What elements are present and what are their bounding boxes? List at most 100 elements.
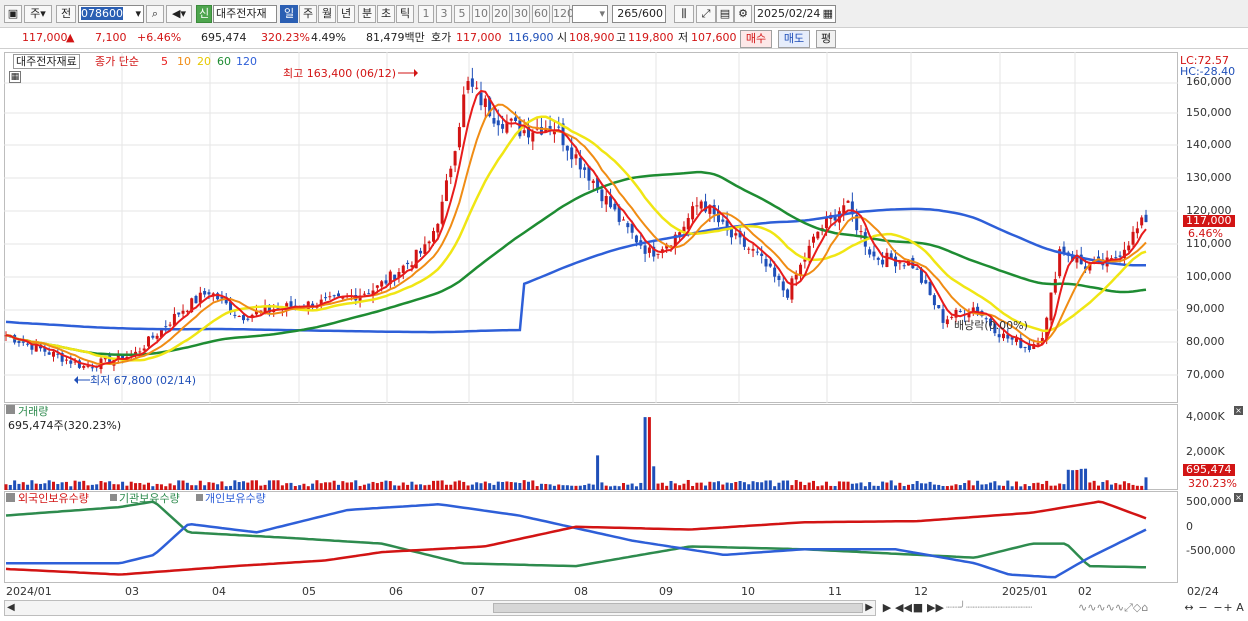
candle-body [69,360,73,364]
interval-1[interactable]: 1 [418,5,434,23]
period-minute[interactable]: 분 [358,5,376,23]
volume-bar [587,483,591,490]
candle-body [263,306,267,313]
period-day[interactable]: 일 [280,5,298,23]
window-menu-icon[interactable]: ▣ [4,5,22,23]
interval-custom-select[interactable]: ▾ [572,5,608,23]
gear-icon[interactable]: ⚙ [734,5,752,23]
low-label: 저 [678,31,689,44]
grid-table-icon[interactable]: ▦ [9,71,21,83]
x-tick-08: 08 [574,585,588,598]
stock-name-tag[interactable]: 대주전자재료 [13,54,80,69]
interval-3[interactable]: 3 [436,5,452,23]
date-field[interactable]: 2025/02/24 ▦ [754,5,836,23]
x-tick-12: 12 [914,585,928,598]
period-second[interactable]: 초 [377,5,395,23]
search-icon[interactable]: ⌕ [146,5,164,23]
full-button[interactable]: 전 [56,5,76,23]
calendar-icon[interactable]: ▦ [822,7,833,20]
forward-icon[interactable]: ▶▶ [927,601,944,614]
volume-bar [108,481,112,490]
candle-body [660,249,664,253]
volume-bar [721,484,725,490]
volume-bar [354,480,358,490]
volume-bar [958,485,962,490]
bar-count-field[interactable]: 265/600 [612,5,666,23]
save-icon[interactable]: ▤ [716,5,734,23]
zoom-slider[interactable]: ┈┈╯┈┈┈┈┈┈┈┈┈┈ [946,601,1033,614]
candle-body [928,281,932,295]
zoom-in-icon[interactable]: + [1223,601,1233,614]
volume-bar [1040,484,1044,490]
buy-button[interactable]: 매수 [740,30,772,48]
stop-icon[interactable]: ■ [912,601,924,614]
speaker-icon[interactable]: ◀▾ [166,5,192,23]
horizontal-scrollbar[interactable]: ◀ ▶ [4,600,876,616]
volume-bar [371,481,375,490]
candle-body [600,189,604,202]
scroll-left-icon[interactable]: ◀ [7,602,15,613]
volume-bar [712,482,716,490]
market-select[interactable]: 주▾ [24,5,52,23]
chart-type-icon[interactable]: ⫼ [674,5,694,23]
period-month[interactable]: 월 [318,5,336,23]
volume-bar [17,483,21,490]
evaluate-button[interactable]: 평 [816,30,836,48]
candle-body [578,157,582,170]
volume-bar [345,482,349,490]
candle-body [77,360,81,368]
candle-body [488,97,492,117]
minus-icon[interactable]: − [1213,601,1223,614]
crosshair-icon[interactable]: ↔ [1184,601,1194,614]
candle-body [1019,338,1023,348]
volume-bar [622,483,625,490]
volume-bar [362,484,366,490]
candle-body [423,244,427,254]
rewind-icon[interactable]: ◀◀ [895,601,912,614]
interval-30[interactable]: 30 [512,5,530,23]
interval-5[interactable]: 5 [454,5,470,23]
candle-body [570,147,574,160]
zoom-out-icon[interactable]: − [1198,601,1208,614]
period-year[interactable]: 년 [337,5,355,23]
stock-name-field[interactable]: 대주전자재 [213,5,277,23]
volume-bar [358,485,362,490]
interval-120[interactable]: 120 [552,5,574,23]
candle-body [786,289,790,298]
candle-body [596,177,600,189]
volume-bar [950,485,954,490]
interval-20[interactable]: 20 [492,5,510,23]
period-tick[interactable]: 틱 [396,5,414,23]
candle-body [1127,245,1131,251]
candle-body [902,265,906,267]
volume-bar [617,486,621,490]
ma120-label: 120 [236,55,257,68]
candle-body [552,130,556,135]
play-icon[interactable]: ▶ [882,601,892,614]
holdings-close-icon[interactable]: × [1234,493,1243,502]
stock-code-input[interactable]: 078600 ▾ [78,5,144,23]
institution-holdings-line [5,500,1147,569]
font-size-icon[interactable]: A [1236,601,1244,614]
scroll-thumb[interactable] [493,603,863,613]
interval-60[interactable]: 60 [532,5,550,23]
volume-close-icon[interactable]: × [1234,406,1243,415]
volume-bar [393,485,397,490]
volume-panel[interactable] [4,404,1178,490]
chevron-down-icon[interactable]: ▾ [135,7,141,20]
volume-bar [932,484,936,490]
ma120-line [5,207,1146,334]
candle-body [155,335,159,339]
candle-body [21,341,25,343]
draw-tools-icon[interactable]: ∿∿∿∿∿⤢◇⌂ [1078,601,1149,614]
min-price-label: 최저 67,800 (02/14) [90,374,197,387]
volume-bar [4,484,8,490]
interval-10[interactable]: 10 [472,5,490,23]
sell-button[interactable]: 매도 [778,30,810,48]
scroll-right-icon[interactable]: ▶ [865,602,873,613]
volume-bar [259,485,263,490]
period-week[interactable]: 주 [299,5,317,23]
candle-body [194,295,198,304]
volume-bar [764,480,768,490]
draw-tool-icon[interactable]: ⤢ [696,5,716,23]
